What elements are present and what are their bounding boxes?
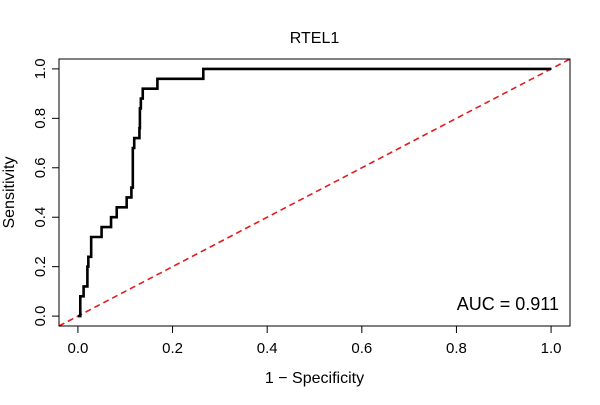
y-axis: 0.0 0.2 0.4 0.6 0.8 1.0 [32, 58, 60, 327]
y-tick-label: 0.4 [32, 207, 49, 228]
x-axis-label: 1 − Specificity [265, 370, 364, 387]
y-tick-label: 0.2 [32, 256, 49, 277]
auc-annotation: AUC = 0.911 [457, 294, 559, 314]
chart-title: RTEL1 [290, 30, 340, 47]
series-layer [58, 58, 571, 327]
x-axis: 0.0 0.2 0.4 0.6 0.8 1.0 [67, 325, 562, 357]
x-tick-label: 0.4 [257, 340, 278, 357]
x-tick-label: 0.0 [67, 340, 88, 357]
y-tick-label: 0.6 [32, 157, 49, 178]
y-tick-label: 1.0 [32, 58, 49, 79]
x-tick-label: 0.2 [162, 340, 183, 357]
y-tick-label: 0.8 [32, 108, 49, 129]
reference-diagonal-line [58, 58, 571, 327]
x-tick-label: 0.8 [446, 340, 467, 357]
roc-curve-line [77, 67, 552, 318]
y-tick-label: 0.0 [32, 306, 49, 327]
plot-frame [58, 58, 571, 327]
x-tick-label: 0.6 [351, 340, 372, 357]
x-tick-label: 1.0 [541, 340, 562, 357]
y-axis-label: Sensitivity [1, 156, 18, 228]
